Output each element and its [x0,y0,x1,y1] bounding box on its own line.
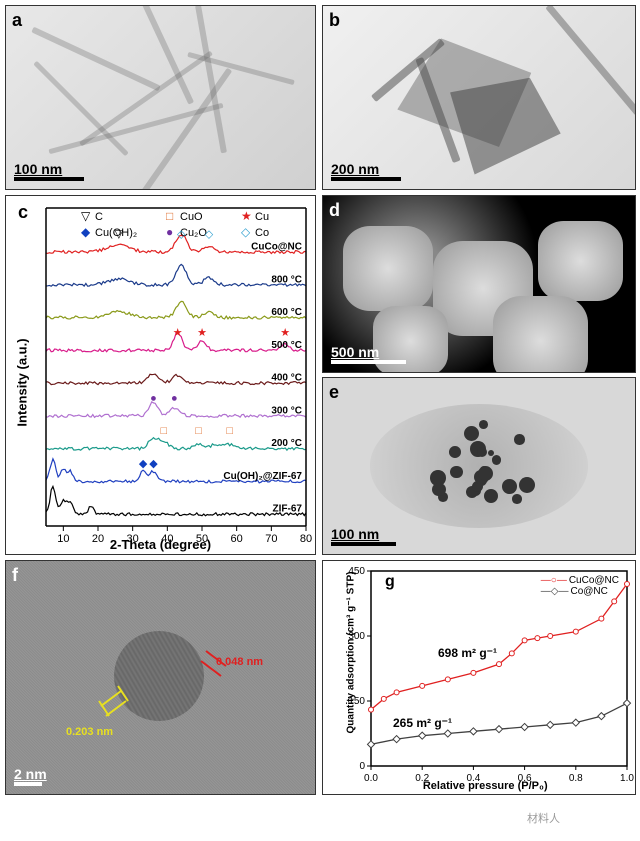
svg-text:Cu: Cu [255,211,269,223]
svg-text:□: □ [161,425,168,437]
panel-e-label: e [329,382,339,403]
iso-ylabel: Quantity adsorption (cm³ g⁻¹ STP) [346,560,357,733]
svg-text:●: ● [171,392,178,404]
svg-text:500 °C: 500 °C [271,340,302,351]
svg-text:□: □ [166,209,173,223]
svg-text:600 °C: 600 °C [271,307,302,318]
svg-text:◆: ◆ [149,458,158,470]
svg-text:▽: ▽ [81,209,91,223]
hrtem-image: 0.203 nm 0.048 nm [6,561,315,794]
xrd-ylabel: Intensity (a.u.) [15,338,30,426]
svg-text:10: 10 [57,533,69,545]
scale-text-f: 2 nm [14,766,47,782]
svg-text:□: □ [195,425,202,437]
svg-text:C: C [95,211,103,223]
scale-bar-a: 100 nm [14,161,84,181]
svg-text:Cu(OH)₂@ZIF-67: Cu(OH)₂@ZIF-67 [223,471,302,482]
svg-text:CuCo@NC: CuCo@NC [251,242,302,253]
xrd-plot: 1020304050607080 ▽C◆Cu(OH)₂□CuO●Cu₂O★Cu◇… [6,196,316,555]
svg-text:300 °C: 300 °C [271,405,302,416]
svg-text:●: ● [150,392,157,404]
svg-text:0: 0 [359,761,365,772]
svg-text:400 °C: 400 °C [271,373,302,384]
sa-label-co: 265 m² g⁻¹ [393,716,452,730]
svg-text:Co: Co [255,227,269,239]
svg-text:200 °C: 200 °C [271,438,302,449]
scale-text-e: 100 nm [331,526,379,542]
iso-xlabel: Relative pressure (P/P₀) [423,780,548,792]
sa-label-cuco: 698 m² g⁻¹ [438,646,497,660]
d-spacing-1: 0.203 nm [66,726,113,738]
svg-text:0.0: 0.0 [364,773,378,784]
scale-text-b: 200 nm [331,161,379,177]
panel-b: b 200 nm [322,5,636,190]
scale-bar-b: 200 nm [331,161,401,181]
panel-a: a 100 nm [5,5,316,190]
scale-bar-d: 500 nm [331,344,406,364]
svg-text:★: ★ [197,327,207,339]
svg-text:80: 80 [300,533,312,545]
svg-text:60: 60 [231,533,243,545]
scale-text-a: 100 nm [14,161,62,177]
panel-d: d 500 nm [322,195,636,373]
svg-text:◆: ◆ [81,225,91,239]
svg-text:★: ★ [280,327,290,339]
svg-text:◇: ◇ [205,229,214,241]
svg-text:●: ● [166,225,173,239]
panel-d-label: d [329,200,340,221]
svg-text:▽: ▽ [115,229,124,241]
panel-e: e 100 nm [322,377,636,555]
isotherm-legend: —○—CuCo@NC —◇—Co@NC [541,575,619,597]
svg-text:◇: ◇ [177,229,186,241]
svg-text:0.8: 0.8 [569,773,583,784]
panel-c-xrd: c 1020304050607080 ▽C◆Cu(OH)₂□CuO●Cu₂O★C… [5,195,316,555]
svg-text:◆: ◆ [139,458,148,470]
scale-bar-e: 100 nm [331,526,396,546]
svg-text:70: 70 [265,533,277,545]
panel-g-label: g [385,573,395,590]
panel-f-label: f [12,565,18,586]
watermark: 材料人 [527,810,560,826]
svg-text:□: □ [226,425,233,437]
panel-b-label: b [329,10,340,31]
panel-a-label: a [12,10,22,31]
svg-text:ZIF-67: ZIF-67 [273,504,303,515]
xrd-xlabel: 2-Theta (degree) [110,537,211,552]
svg-text:20: 20 [92,533,104,545]
scale-bar-f: 2 nm [14,766,47,786]
svg-text:◇: ◇ [241,225,251,239]
svg-text:★: ★ [241,209,252,223]
scale-text-d: 500 nm [331,344,379,360]
d-spacing-2: 0.048 nm [216,656,263,668]
svg-text:1.0: 1.0 [620,773,634,784]
svg-text:CuO: CuO [180,211,203,223]
panel-c-label: c [18,202,28,223]
panel-f: f 0.203 nm 0.048 nm 2 nm [5,560,316,795]
svg-text:★: ★ [173,327,183,339]
panel-g-isotherm: 0.00.20.40.60.81.0 0150300450 g Relative… [322,560,636,795]
svg-text:800 °C: 800 °C [271,274,302,285]
